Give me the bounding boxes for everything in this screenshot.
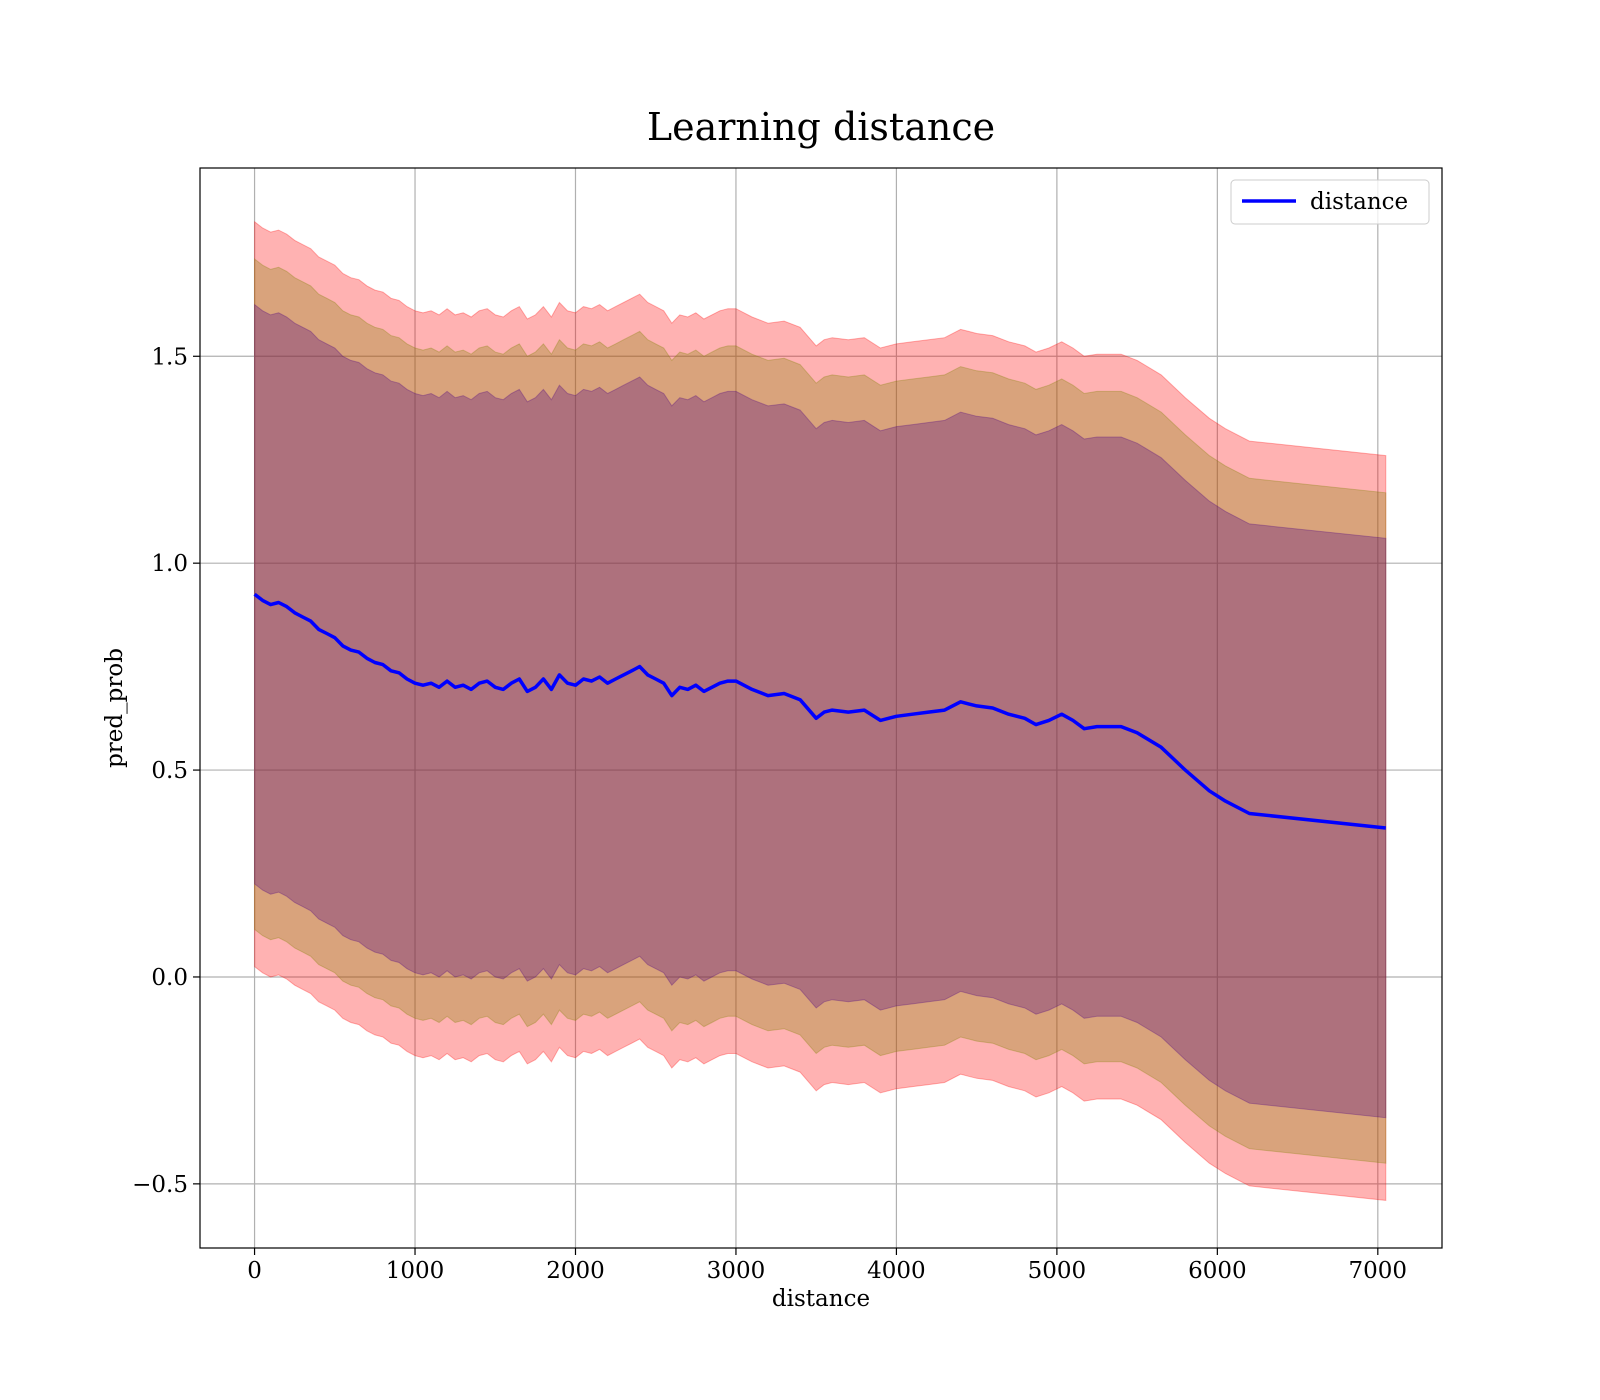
y-tick-label: 0.0 (151, 965, 188, 991)
x-tick-label: 5000 (1028, 1258, 1087, 1284)
y-tick-label: 0.5 (151, 758, 188, 784)
chart-title: Learning distance (647, 105, 995, 149)
x-tick-label: 1000 (386, 1258, 445, 1284)
legend: distance (1230, 179, 1430, 225)
y-tick-label: 1.5 (151, 344, 188, 370)
legend-box (1230, 179, 1430, 225)
confidence-band (254, 257, 1387, 1164)
band-layer (254, 220, 1387, 1201)
x-tick-label: 2000 (546, 1258, 605, 1284)
x-tick-label: 3000 (707, 1258, 766, 1284)
y-tick-label: 1.0 (151, 551, 188, 577)
x-tick-label: 0 (247, 1258, 262, 1284)
tick-layer: 0 1000 2000 3000 4000 5000 6000 7000 −0.5 0.0 0.5 1… (132, 344, 1407, 1284)
x-axis-label: distance (772, 1286, 870, 1312)
grid-layer (200, 168, 1442, 1248)
x-tick-label: 6000 (1188, 1258, 1247, 1284)
y-tick-label: −0.5 (132, 1172, 188, 1198)
legend-label: distance (1310, 189, 1408, 215)
confidence-band (254, 303, 1387, 1119)
y-axis-label: pred_prob (102, 648, 128, 768)
line-layer (253, 592, 1386, 830)
distance-series-line (253, 592, 1386, 830)
plot-frame (199, 167, 1443, 1249)
confidence-band (254, 220, 1387, 1201)
x-tick-label: 4000 (867, 1258, 926, 1284)
x-tick-label: 7000 (1349, 1258, 1408, 1284)
